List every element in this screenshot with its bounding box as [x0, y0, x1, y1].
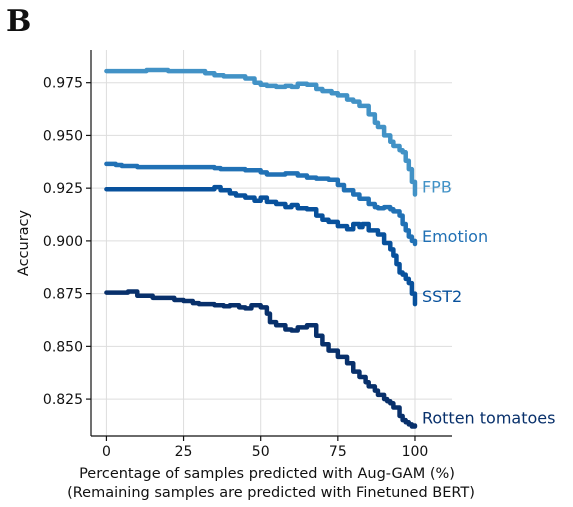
series-line-emotion [104, 161, 418, 247]
y-axis-label: Accuracy [16, 209, 32, 276]
x-tick-label-4: 100 [402, 444, 429, 460]
x-axis-label-secondary: (Remaining samples are predicted with Fi… [67, 485, 475, 501]
series-line-sst2 [104, 184, 418, 307]
series-label-sst2: SST2 [422, 287, 462, 306]
series-line-fpb [104, 67, 418, 197]
series-label-fpb: FPB [422, 177, 452, 196]
y-tick-label-3: 0.900 [43, 234, 83, 250]
x-tick-label-0: 0 [102, 444, 111, 460]
y-tick-label-5: 0.950 [43, 128, 83, 144]
x-tick-label-3: 75 [329, 444, 347, 460]
x-tick-label-1: 25 [175, 444, 193, 460]
x-axis-label: Percentage of samples predicted with Aug… [79, 466, 455, 482]
series-labels: FPB Emotion SST2 Rotten tomatoes [422, 177, 556, 427]
series-label-emotion: Emotion [422, 227, 488, 246]
series-line-rotten-tomatoes [104, 289, 418, 429]
series-label-rotten-tomatoes: Rotten tomatoes [422, 408, 556, 427]
y-tick-label-4: 0.925 [43, 181, 83, 197]
y-tick-label-0: 0.825 [43, 392, 83, 408]
panel-letter: B [6, 4, 32, 39]
x-tick-label-2: 50 [252, 444, 270, 460]
grid-lines [91, 50, 452, 436]
axes [90, 50, 452, 437]
y-tick-label-1: 0.850 [43, 339, 83, 355]
y-tick-label-6: 0.975 [43, 76, 83, 92]
axis-ticks: 0 25 50 75 100 0.825 0.850 0.875 0.900 0.925 0.950… [43, 76, 428, 460]
series-lines [104, 67, 418, 429]
y-tick-label-2: 0.875 [43, 287, 83, 303]
